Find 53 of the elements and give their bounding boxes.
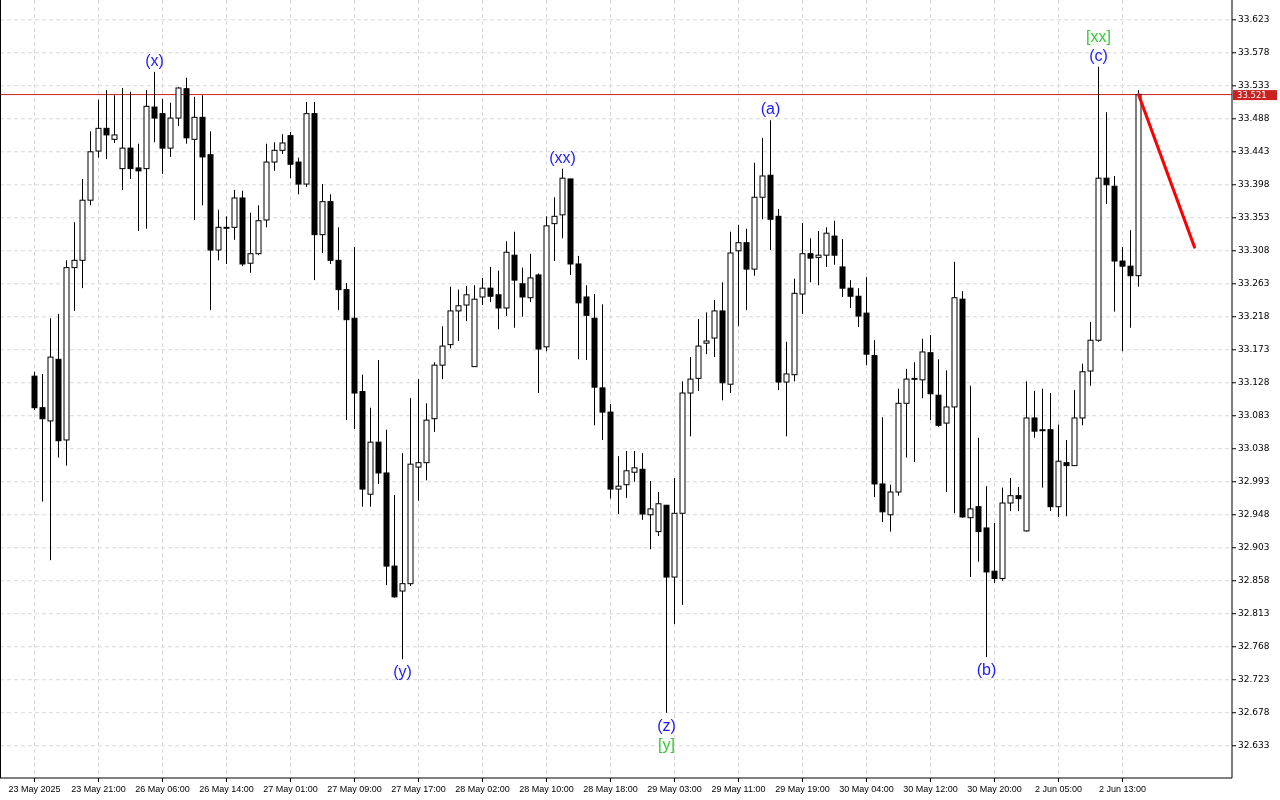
annotation: (y) — [393, 663, 412, 681]
y-tick-label: 33.578 — [1238, 47, 1270, 58]
y-tick-label: 32.858 — [1238, 575, 1270, 586]
y-tick-label: 33.488 — [1238, 113, 1270, 124]
x-tick-label: 29 May 11:00 — [711, 784, 766, 794]
x-tick-label: 23 May 2025 — [8, 784, 61, 794]
x-tick-label: 28 May 02:00 — [455, 784, 510, 794]
x-tick-label: 2 Jun 05:00 — [1034, 784, 1083, 794]
y-tick-label: 33.308 — [1238, 245, 1270, 256]
annotation: (xx) — [549, 148, 576, 166]
y-tick-label: 33.173 — [1238, 344, 1270, 355]
x-tick-label: 30 May 12:00 — [903, 784, 958, 794]
x-tick-label: 30 May 04:00 — [839, 784, 894, 794]
y-tick-label: 32.813 — [1238, 608, 1270, 619]
x-tick-label: 28 May 10:00 — [519, 784, 574, 794]
y-tick-label: 32.948 — [1238, 509, 1270, 520]
y-tick-label: 33.443 — [1238, 146, 1270, 157]
y-tick-label: 33.263 — [1238, 278, 1270, 289]
x-tick-label: 29 May 19:00 — [775, 784, 830, 794]
x-tick-label: 30 May 20:00 — [967, 784, 1022, 794]
y-tick-label: 32.678 — [1238, 707, 1270, 718]
ref-line-label: 33.521 — [1237, 89, 1267, 100]
y-tick-label: 33.533 — [1238, 80, 1270, 91]
y-tick-label: 33.398 — [1238, 179, 1270, 190]
annotation: (x) — [145, 51, 164, 69]
y-tick-label: 32.723 — [1238, 674, 1270, 685]
x-tick-label: 26 May 14:00 — [199, 784, 254, 794]
x-tick-label: 27 May 09:00 — [327, 784, 382, 794]
y-tick-label: 32.633 — [1238, 740, 1270, 751]
y-tick-label: 32.993 — [1238, 476, 1270, 487]
x-tick-label: 29 May 03:00 — [647, 784, 702, 794]
x-tick-label: 28 May 18:00 — [583, 784, 638, 794]
candlestick — [703, 311, 710, 355]
candlestick — [551, 196, 558, 262]
y-tick-label: 32.903 — [1238, 542, 1270, 553]
annotation: [xx] — [1086, 27, 1111, 45]
annotation: (c) — [1089, 46, 1108, 64]
y-tick-label: 33.353 — [1238, 212, 1270, 223]
annotation: [y] — [658, 735, 675, 753]
annotation: (b) — [976, 661, 997, 679]
x-tick-label: 23 May 21:00 — [71, 784, 126, 794]
annotation: (z) — [657, 716, 676, 734]
y-tick-label: 32.768 — [1238, 641, 1270, 652]
y-tick-label: 33.623 — [1238, 14, 1270, 25]
y-tick-label: 33.038 — [1238, 443, 1270, 454]
x-tick-label: 27 May 17:00 — [391, 784, 446, 794]
x-tick-label: 26 May 06:00 — [135, 784, 190, 794]
y-tick-label: 33.128 — [1238, 377, 1270, 388]
y-tick-label: 33.218 — [1238, 311, 1270, 322]
annotation: (a) — [760, 100, 781, 118]
x-tick-label: 27 May 01:00 — [263, 784, 318, 794]
y-tick-label: 33.083 — [1238, 410, 1270, 421]
x-tick-label: 2 Jun 13:00 — [1098, 784, 1147, 794]
